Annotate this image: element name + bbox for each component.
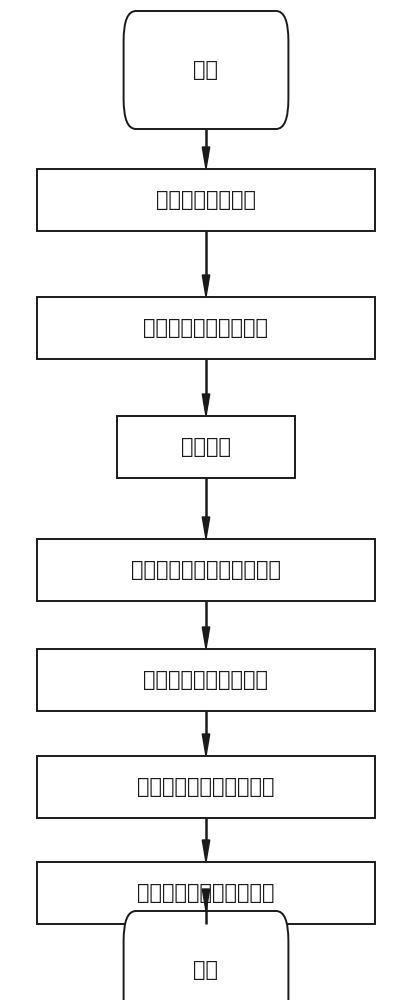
- Text: 结束: 结束: [194, 960, 218, 980]
- Text: 开始: 开始: [194, 60, 218, 80]
- Text: 单物理场正演仿真计算: 单物理场正演仿真计算: [143, 318, 269, 338]
- Text: 对电力装备进行故障定位: 对电力装备进行故障定位: [137, 883, 275, 903]
- FancyBboxPatch shape: [124, 911, 288, 1000]
- Bar: [37, 862, 375, 924]
- Text: 获得变压器内部的损耗分布: 获得变压器内部的损耗分布: [131, 560, 281, 580]
- Polygon shape: [202, 394, 210, 416]
- FancyBboxPatch shape: [124, 11, 288, 129]
- Polygon shape: [202, 147, 210, 169]
- Bar: [37, 169, 375, 231]
- Bar: [37, 297, 375, 359]
- Polygon shape: [202, 517, 210, 539]
- Text: 构建正演计算模型: 构建正演计算模型: [156, 190, 256, 210]
- Polygon shape: [202, 840, 210, 862]
- Text: 构建电力装备反演模型: 构建电力装备反演模型: [143, 670, 269, 690]
- Text: 多物理场多参数反演寻优: 多物理场多参数反演寻优: [137, 777, 275, 797]
- Bar: [37, 649, 375, 711]
- Polygon shape: [202, 627, 210, 649]
- Bar: [117, 416, 295, 478]
- Text: 反演计算: 反演计算: [181, 437, 231, 457]
- Bar: [37, 539, 375, 601]
- Polygon shape: [202, 275, 210, 297]
- Bar: [37, 756, 375, 818]
- Polygon shape: [202, 734, 210, 756]
- Polygon shape: [202, 889, 210, 911]
